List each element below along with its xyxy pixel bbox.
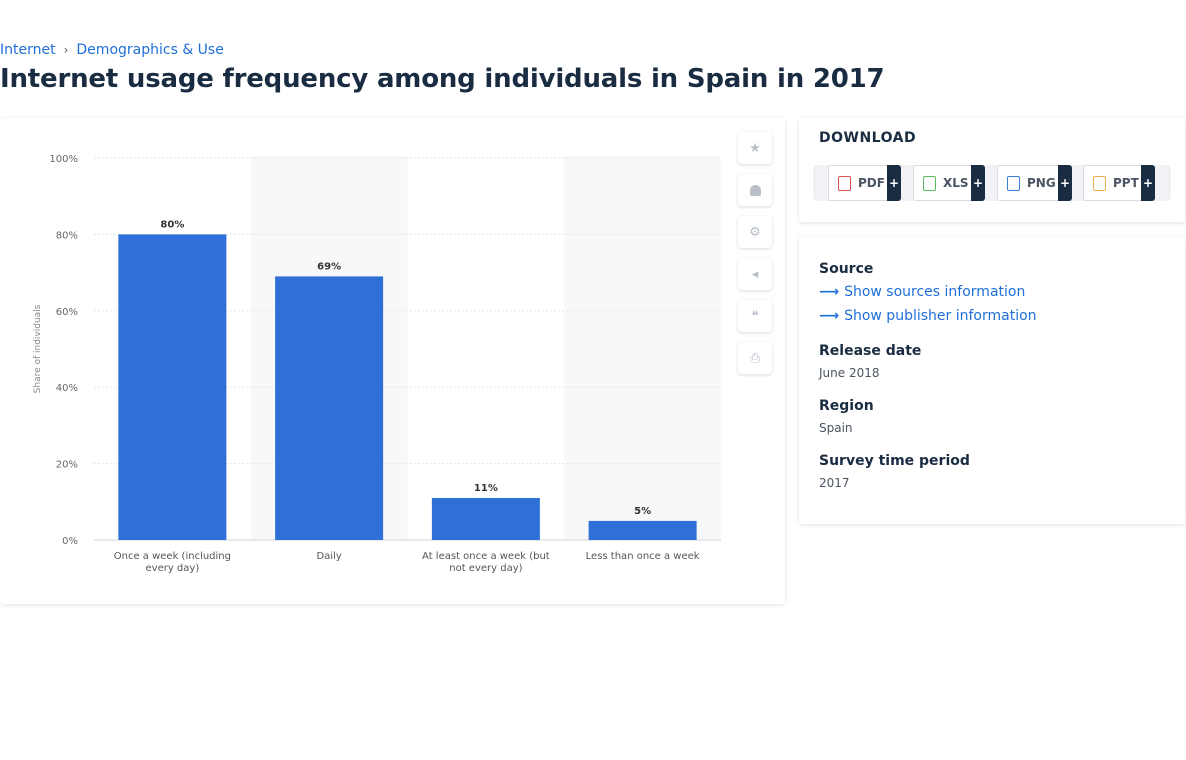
x-tick-label: not every day): [449, 563, 522, 574]
pdf-label: PDF: [858, 176, 885, 190]
chart-card: 0% 20% 40% 60% 80% 100% Share of individuals 80…: [0, 118, 785, 604]
bell-icon: [749, 184, 761, 196]
download-panel: DOWNLOAD PDF + XLS + PNG + PPT +: [799, 118, 1185, 222]
bar: [431, 497, 540, 540]
y-tick-label: 80%: [56, 230, 78, 241]
arrow-right-icon: ⟶: [819, 308, 840, 324]
data-label: 69%: [317, 261, 341, 272]
show-publisher-link[interactable]: ⟶ Show publisher information: [819, 308, 1037, 324]
chart-toolbar: ★ ⚙ ◂ ❝ ⎙: [738, 132, 772, 374]
png-plus: +: [1058, 165, 1072, 201]
ppt-label: PPT: [1113, 176, 1139, 190]
show-sources-text: Show sources information: [844, 284, 1026, 300]
xls-label: XLS: [943, 176, 969, 190]
bar: [588, 520, 697, 540]
ppt-plus: +: [1141, 165, 1155, 201]
settings-button[interactable]: ⚙: [738, 216, 772, 248]
y-tick-label: 20%: [56, 460, 78, 471]
share-icon: ◂: [751, 266, 759, 282]
quote-icon: ❝: [751, 308, 759, 324]
show-publisher-text: Show publisher information: [844, 308, 1037, 324]
download-pdf-button[interactable]: PDF +: [828, 165, 901, 201]
y-tick-label: 60%: [56, 307, 78, 318]
print-button[interactable]: ⎙: [738, 342, 772, 374]
star-icon: ★: [749, 140, 761, 156]
y-tick-label: 0%: [62, 536, 78, 547]
x-tick-label: Daily: [316, 551, 341, 562]
data-label: 80%: [160, 219, 184, 230]
ppt-file-icon: [1093, 175, 1106, 191]
release-date-value: June 2018: [819, 366, 880, 380]
show-sources-link[interactable]: ⟶ Show sources information: [819, 284, 1025, 300]
breadcrumb-separator: ›: [63, 43, 69, 57]
favorite-button[interactable]: ★: [738, 132, 772, 164]
x-tick-label: every day): [146, 563, 200, 574]
notification-button[interactable]: [738, 174, 772, 206]
y-axis-label: Share of individuals: [33, 304, 43, 393]
x-tick-label: Once a week (including: [114, 551, 231, 562]
print-icon: ⎙: [749, 350, 761, 366]
png-label: PNG: [1027, 176, 1056, 190]
breadcrumb: Internet › Demographics & Use: [0, 42, 224, 58]
xls-plus: +: [971, 165, 985, 201]
pdf-file-icon: [838, 175, 851, 191]
bar: [275, 276, 384, 540]
download-title: DOWNLOAD: [819, 130, 917, 146]
download-png-button[interactable]: PNG +: [997, 165, 1072, 201]
breadcrumb-demographics[interactable]: Demographics & Use: [76, 42, 224, 58]
release-date-label: Release date: [819, 343, 922, 359]
survey-period-label: Survey time period: [819, 453, 970, 469]
xls-file-icon: [923, 175, 936, 191]
info-panel: Source ⟶ Show sources information ⟶ Show p…: [799, 237, 1185, 524]
column-band: [564, 156, 721, 540]
arrow-right-icon: ⟶: [819, 284, 840, 300]
region-label: Region: [819, 398, 874, 414]
pdf-plus: +: [887, 165, 901, 201]
cite-button[interactable]: ❝: [738, 300, 772, 332]
region-value: Spain: [819, 421, 853, 435]
bar-chart: 0% 20% 40% 60% 80% 100% Share of individuals 80…: [33, 154, 721, 574]
bar: [118, 234, 227, 540]
x-tick-label: At least once a week (but: [422, 551, 550, 562]
download-xls-button[interactable]: XLS +: [913, 165, 985, 201]
share-button[interactable]: ◂: [738, 258, 772, 290]
data-label: 11%: [474, 483, 498, 494]
png-file-icon: [1007, 175, 1020, 191]
breadcrumb-internet[interactable]: Internet: [0, 42, 56, 58]
page-title: Internet usage frequency among individua…: [0, 64, 885, 94]
data-label: 5%: [634, 506, 651, 517]
y-tick-label: 40%: [56, 383, 78, 394]
gear-icon: ⚙: [749, 224, 761, 240]
source-label: Source: [819, 261, 874, 277]
download-ppt-button[interactable]: PPT +: [1083, 165, 1155, 201]
survey-period-value: 2017: [819, 476, 850, 490]
y-tick-label: 100%: [49, 154, 78, 165]
x-tick-label: Less than once a week: [586, 551, 700, 562]
